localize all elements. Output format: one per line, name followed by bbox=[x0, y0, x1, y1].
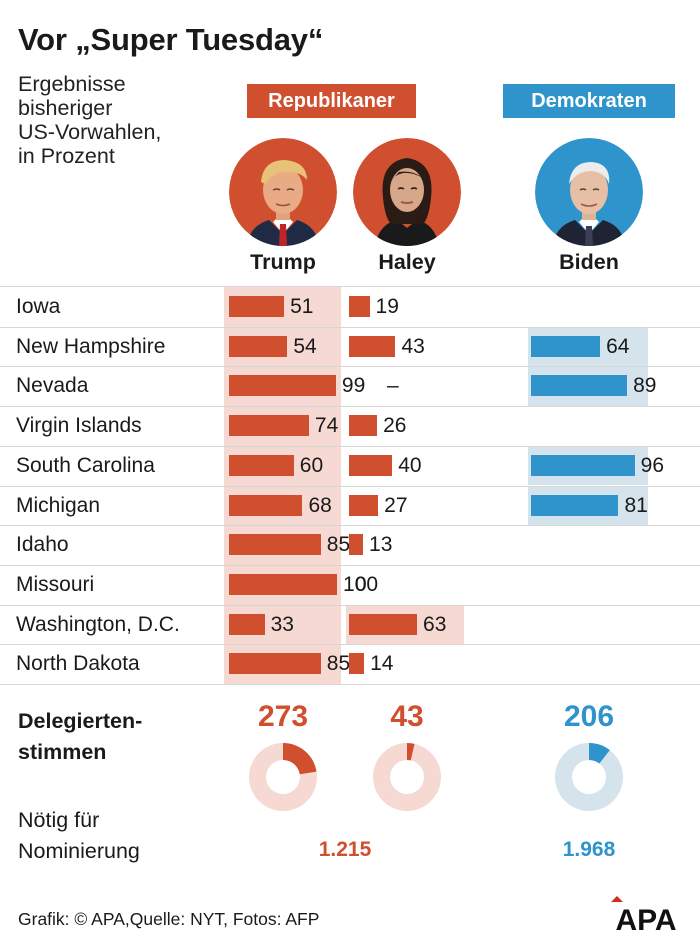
delegates-donut-trump bbox=[249, 743, 317, 811]
bar-biden bbox=[531, 454, 635, 476]
delegates-value-haley: 43 bbox=[390, 700, 424, 733]
row-divider bbox=[0, 525, 700, 527]
bar-haley bbox=[349, 653, 365, 675]
bar-trump bbox=[229, 573, 337, 595]
bar-haley bbox=[349, 613, 418, 635]
bar-haley bbox=[349, 335, 396, 357]
bar-value-label: 68 bbox=[308, 493, 332, 517]
bar-trump bbox=[229, 454, 294, 476]
bar-value-label: 63 bbox=[423, 612, 447, 636]
needed-value-democrats: 1.968 bbox=[562, 838, 616, 861]
bar-value-label: 19 bbox=[375, 295, 399, 318]
bar-trump bbox=[229, 296, 285, 317]
row-divider bbox=[0, 684, 700, 685]
biden-portrait-icon bbox=[535, 138, 643, 246]
bar-value-label: 27 bbox=[384, 493, 408, 517]
bar-trump bbox=[229, 653, 321, 675]
row-divider bbox=[0, 564, 700, 566]
bar-value-label: 26 bbox=[383, 414, 407, 438]
party-label-republicans: Republikaner bbox=[247, 84, 416, 118]
state-label: Washington, D.C. bbox=[16, 612, 180, 636]
row-divider bbox=[0, 485, 700, 487]
bar-value-label: 85 bbox=[326, 652, 351, 676]
svg-text:APA: APA bbox=[615, 904, 676, 936]
bar-value-label: 14 bbox=[370, 652, 394, 676]
state-label: Nevada bbox=[16, 374, 89, 398]
bar-haley bbox=[349, 494, 379, 516]
donut-segment bbox=[283, 743, 317, 775]
bar-trump bbox=[229, 335, 288, 357]
trump-portrait-icon bbox=[229, 138, 337, 246]
candidate-name-trump: Trump bbox=[250, 250, 316, 274]
row-divider bbox=[0, 406, 700, 408]
haley-portrait-icon bbox=[353, 138, 461, 246]
bar-value-label: 51 bbox=[290, 295, 314, 318]
state-label: Idaho bbox=[16, 533, 69, 557]
state-label: South Carolina bbox=[16, 453, 155, 477]
bar-value-label: 89 bbox=[633, 374, 657, 398]
delegates-value-trump: 273 bbox=[257, 700, 309, 733]
bar-value-label: 43 bbox=[401, 334, 425, 358]
candidate-name-biden: Biden bbox=[559, 250, 619, 274]
bar-trump bbox=[229, 494, 303, 516]
bar-value-label: 40 bbox=[398, 453, 422, 477]
delegates-label: Delegierten- stimmen bbox=[18, 709, 143, 764]
state-label: Virgin Islands bbox=[16, 414, 142, 438]
row-divider bbox=[0, 326, 700, 328]
bar-haley bbox=[349, 296, 370, 317]
bar-value-label: 74 bbox=[314, 414, 339, 438]
party-label-democrats: Demokraten bbox=[503, 84, 675, 118]
bar-trump bbox=[229, 613, 265, 635]
bar-value-label: 96 bbox=[640, 453, 665, 477]
apa-logo-icon: APA bbox=[611, 896, 677, 936]
bar-value-label: 100 bbox=[343, 572, 379, 596]
candidate-name-haley: Haley bbox=[378, 250, 436, 274]
bar-trump bbox=[229, 534, 321, 556]
bar-value-label: 33 bbox=[270, 612, 294, 636]
bar-value-label: 54 bbox=[293, 334, 317, 358]
bar-value-label: 13 bbox=[369, 533, 393, 557]
delegates-donut-haley bbox=[373, 743, 441, 811]
row-divider bbox=[0, 604, 700, 606]
donut-ring bbox=[555, 743, 623, 811]
needed-label: Nötig für Nominierung bbox=[18, 808, 140, 863]
bar-trump bbox=[229, 375, 336, 397]
needed-value-republicans: 1.215 bbox=[318, 838, 372, 861]
bar-value-label: 85 bbox=[326, 533, 351, 557]
donut-segment bbox=[407, 743, 415, 761]
row-divider bbox=[0, 366, 700, 368]
delegates-value-biden: 206 bbox=[563, 700, 615, 733]
bar-value-label: 0 bbox=[355, 572, 367, 596]
bar-haley bbox=[349, 415, 378, 437]
bar-value-label: 99 bbox=[341, 374, 366, 398]
bar-haley bbox=[349, 534, 364, 556]
state-label: New Hampshire bbox=[16, 334, 166, 358]
bar-biden bbox=[531, 335, 601, 357]
bar-biden bbox=[531, 494, 619, 516]
bar-biden bbox=[531, 375, 628, 397]
delegates-donut-biden bbox=[555, 743, 623, 811]
bar-value-label: 60 bbox=[299, 453, 324, 477]
bar-value-label: 64 bbox=[606, 334, 630, 358]
bar-trump bbox=[229, 415, 309, 437]
state-label: Missouri bbox=[16, 572, 95, 596]
donut-ring bbox=[373, 743, 441, 811]
bar-value-label: 81 bbox=[624, 493, 648, 517]
chart-subtitle: Ergebnisse bisheriger US-Vorwahlen, in P… bbox=[18, 72, 162, 168]
state-label: North Dakota bbox=[16, 652, 140, 676]
row-divider bbox=[0, 445, 700, 447]
credits-footer: Grafik: © APA,Quelle: NYT, Fotos: AFP bbox=[18, 909, 320, 929]
state-label: Michigan bbox=[16, 493, 101, 517]
row-divider bbox=[0, 286, 700, 287]
state-label: Iowa bbox=[16, 295, 61, 318]
bar-haley bbox=[349, 454, 393, 476]
row-divider bbox=[0, 644, 700, 646]
bar-missing-label: – bbox=[387, 374, 399, 398]
chart-title: Vor „Super Tuesday“ bbox=[18, 22, 324, 57]
donut-segment bbox=[589, 743, 610, 764]
